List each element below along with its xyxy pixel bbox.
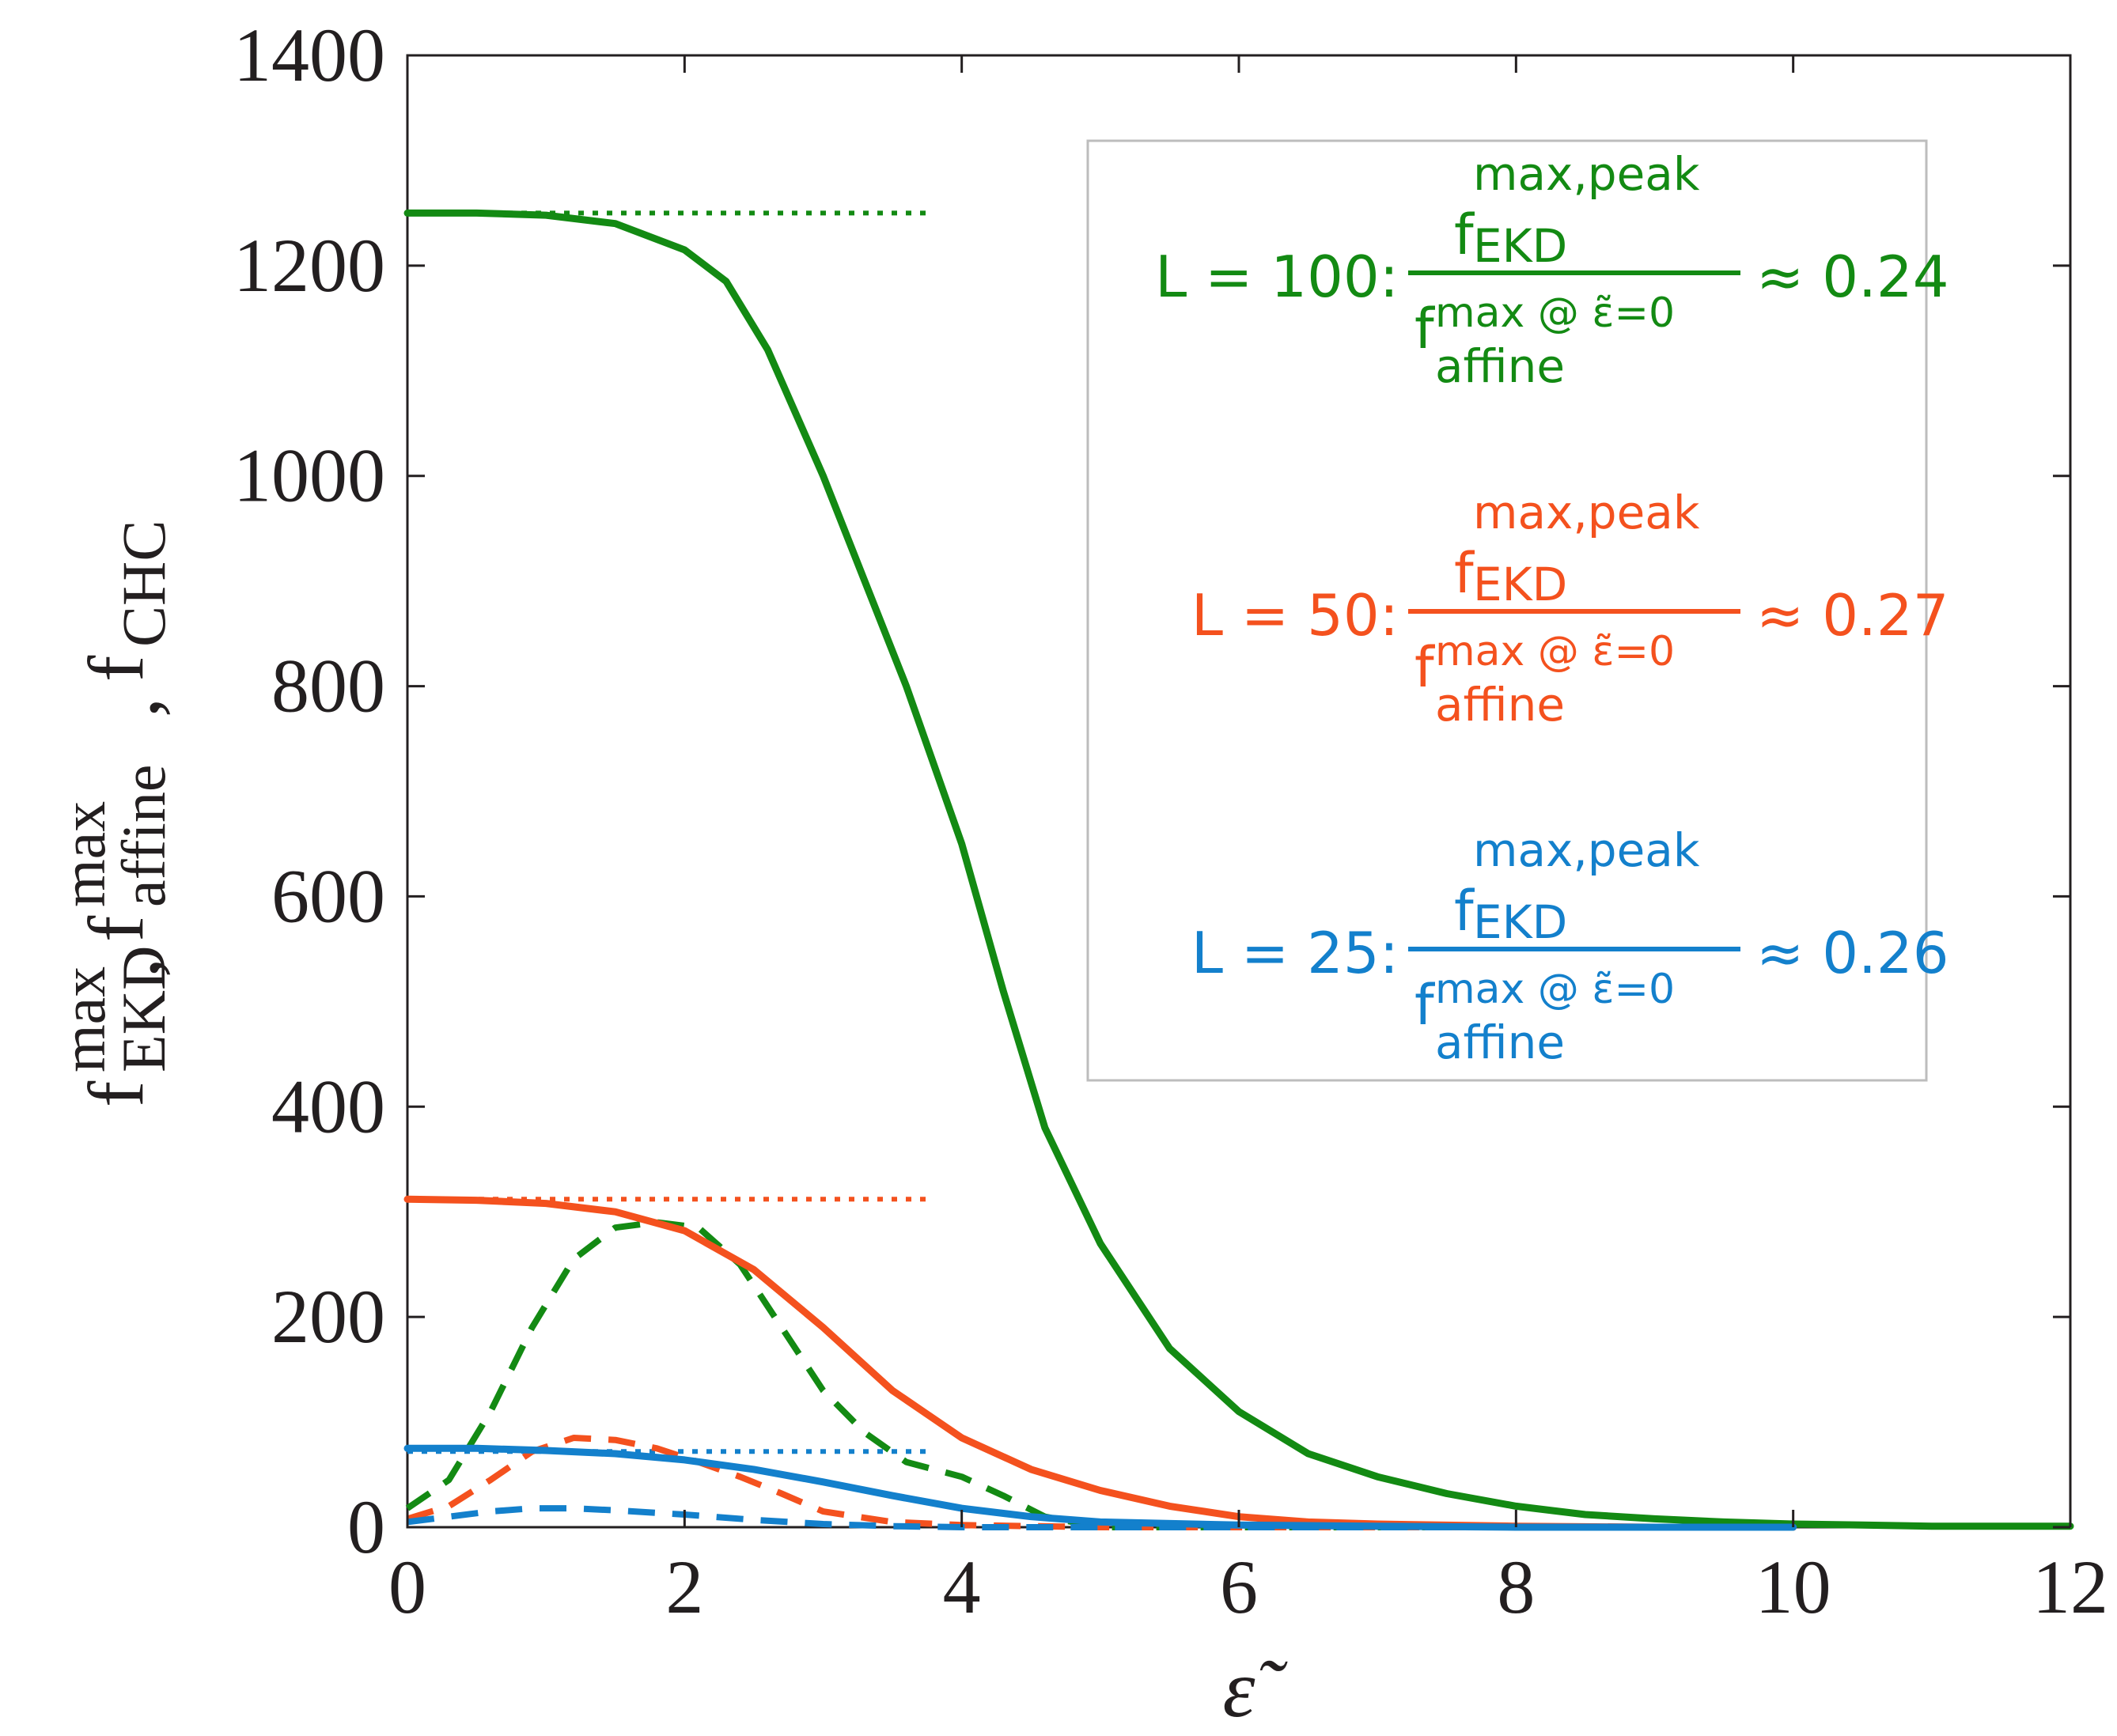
y-title-base: f: [72, 1080, 160, 1107]
series-line-l100-dashed: [405, 1219, 1793, 1530]
legend-prefix: L = 50:: [1191, 582, 1399, 649]
y-tick-label: 1200: [233, 223, 385, 308]
x-tick-label: 6: [1220, 1545, 1258, 1629]
y-tick-label: 0: [347, 1484, 385, 1569]
legend-ratio-value: ≈ 0.27: [1756, 582, 1949, 649]
y-title-base: f: [72, 915, 160, 942]
x-tick-label: 10: [1755, 1545, 1831, 1629]
legend-num-sub: EKD: [1473, 895, 1567, 949]
y-tick-label: 600: [271, 853, 385, 938]
y-tick-label: 1400: [233, 13, 385, 97]
y-tick-label: 200: [271, 1274, 385, 1359]
legend-ratio-value: ≈ 0.26: [1756, 920, 1949, 986]
x-tick-label: 4: [943, 1545, 981, 1629]
legend-num-sub: EKD: [1473, 219, 1567, 273]
legend-den-base: f: [1414, 973, 1435, 1038]
legend-num-base: f: [1454, 202, 1475, 267]
legend-den-base: f: [1414, 297, 1435, 361]
x-tick-label: 0: [388, 1545, 426, 1629]
x-tick-label: 2: [665, 1545, 703, 1629]
legend-den-sup: max @ ε̃=0: [1435, 628, 1675, 675]
legend-prefix: L = 25:: [1191, 920, 1399, 986]
x-axis-title: ε̃: [1223, 1643, 1289, 1734]
ticks-layer: 0 2 4 6 8 10 12 0 200 400 600 800 1000 1200 1400: [233, 13, 2108, 1629]
y-title-sub: CHC: [109, 520, 178, 647]
y-tick-label: 800: [271, 644, 385, 728]
series-line-l100-solid: [403, 209, 2074, 1530]
y-tick-label: 1000: [233, 433, 385, 518]
y-tick-label: 400: [271, 1064, 385, 1148]
y-title-sub: affine: [109, 765, 178, 907]
y-title-sup: max: [49, 801, 118, 907]
legend-num-sup: max,peak: [1473, 486, 1700, 539]
legend-den-sub: affine: [1435, 678, 1565, 732]
series-layer: [403, 209, 2074, 1531]
x-tick-label: 8: [1497, 1545, 1535, 1629]
legend-den-sub: affine: [1435, 1016, 1565, 1069]
legend-den-base: f: [1414, 635, 1435, 700]
y-title-separator: ,: [88, 958, 176, 978]
y-title-separator: ,: [88, 698, 176, 717]
legend-den-sup: max @ ε̃=0: [1435, 966, 1675, 1013]
y-title-sup: max: [49, 966, 118, 1072]
series-line-l25-dashed: [407, 1505, 1793, 1530]
legend-num-sub: EKD: [1473, 558, 1567, 611]
legend-den-sup: max @ ε̃=0: [1435, 289, 1675, 337]
series-line-l50-dashed: [406, 1435, 1793, 1530]
legend-ratio-value: ≈ 0.24: [1756, 244, 1949, 310]
x-tick-label: 12: [2032, 1545, 2108, 1629]
legend-num-base: f: [1454, 879, 1475, 944]
legend-num-sup: max,peak: [1473, 823, 1700, 877]
legend-num-sup: max,peak: [1473, 147, 1700, 201]
legend-num-base: f: [1454, 541, 1475, 606]
legend-prefix: L = 100:: [1155, 244, 1399, 310]
y-title-sub: EKD: [109, 946, 178, 1072]
legend-den-sub: affine: [1435, 339, 1565, 393]
y-title-base: f: [72, 655, 160, 682]
series-line-l25-solid: [403, 1444, 1797, 1531]
